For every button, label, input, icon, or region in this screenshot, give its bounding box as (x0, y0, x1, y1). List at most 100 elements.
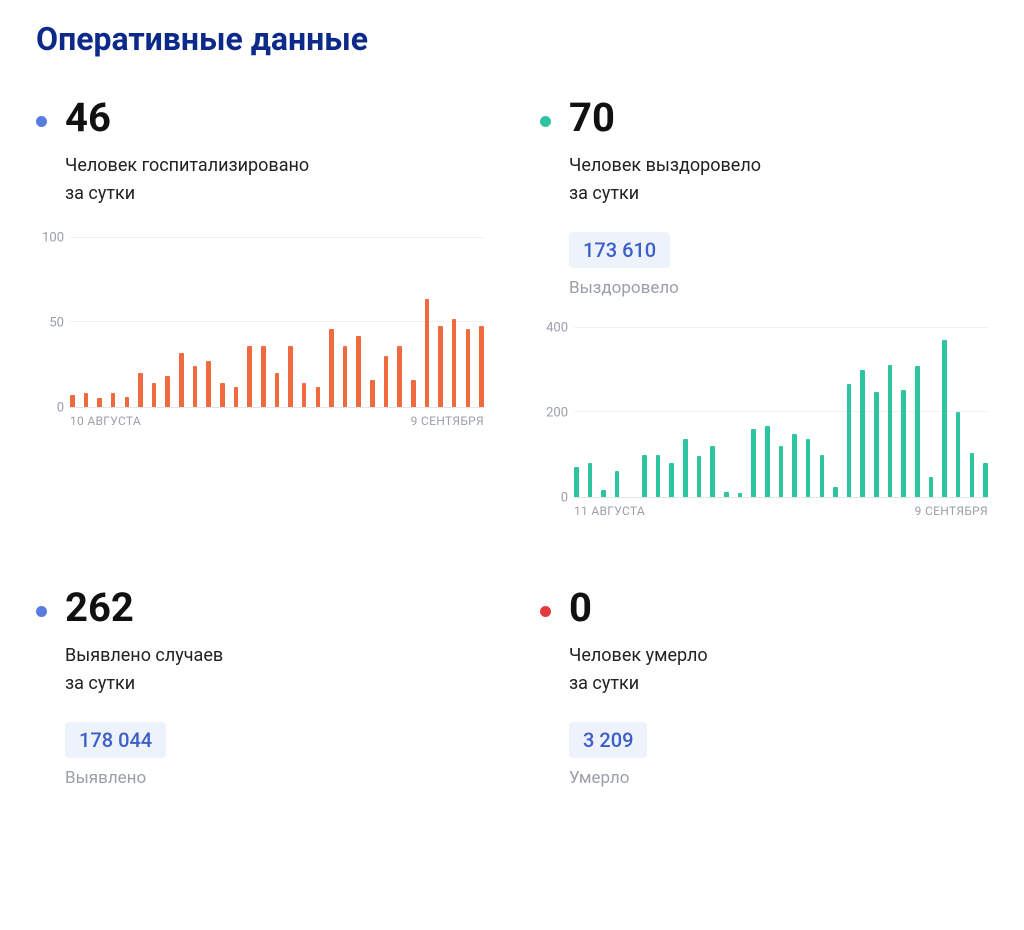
plot-area (574, 328, 988, 498)
stats-grid: 46Человек госпитализированоза сутки05010… (36, 98, 988, 788)
stat-value: 70 (569, 98, 615, 138)
y-tick: 100 (42, 230, 64, 245)
bar (915, 366, 920, 497)
indicator-dot-icon (36, 116, 47, 127)
indicator-dot-icon (540, 606, 551, 617)
bar (97, 398, 102, 406)
bar (179, 353, 184, 407)
y-tick: 0 (57, 400, 64, 415)
stat-label-line2: за сутки (65, 183, 135, 204)
bar (479, 326, 484, 407)
stat-value: 0 (569, 588, 592, 628)
total-chip: 173 610 (569, 232, 670, 268)
x-start: 10 АВГУСТА (70, 414, 141, 428)
total-label: Умерло (569, 768, 988, 788)
stat-hospitalized: 46Человек госпитализированоза сутки05010… (36, 98, 484, 518)
total-chip: 178 044 (65, 722, 166, 758)
bar (724, 492, 729, 497)
bar (288, 346, 293, 407)
bar (956, 412, 961, 497)
y-tick: 400 (546, 320, 568, 335)
bar (833, 487, 838, 497)
bar (710, 446, 715, 497)
bar (438, 326, 443, 407)
bar (397, 346, 402, 407)
total-chip: 3 209 (569, 722, 647, 758)
stat-label-line2: за сутки (569, 183, 639, 204)
bar (860, 370, 865, 497)
stat-header: 46 (36, 98, 484, 138)
stat-label: Выявлено случаев за сутки (65, 642, 484, 698)
x-start: 11 АВГУСТА (574, 504, 645, 518)
stat-deaths: 0 Человек умерлоза сутки 3 209 Умерло (540, 588, 988, 788)
bar (370, 380, 375, 407)
bar (806, 439, 811, 496)
bar (84, 393, 89, 407)
bar (574, 467, 579, 497)
y-tick: 200 (546, 405, 568, 420)
bar (220, 383, 225, 407)
bar (234, 387, 239, 407)
stat-recovered: 70 Человек выздоровело за сутки 173 610 Вызд… (540, 98, 988, 518)
bar (669, 463, 674, 497)
bar (356, 336, 361, 407)
bar (411, 380, 416, 407)
bars (70, 238, 484, 407)
bar (165, 376, 170, 406)
bar (125, 397, 130, 407)
x-axis: 10 АВГУСТА 9 СЕНТЯБРЯ (36, 414, 484, 428)
indicator-dot-icon (36, 606, 47, 617)
stat-label-line2: за сутки (65, 673, 135, 694)
bar (792, 434, 797, 497)
bar (970, 453, 975, 497)
total-label: Выздоровело (569, 278, 988, 298)
bar (779, 446, 784, 497)
bar (751, 429, 756, 497)
page-title: Оперативные данные (36, 20, 988, 58)
bar (247, 346, 252, 407)
bar (275, 373, 280, 407)
stat-cases: 262 Выявлено случаев за сутки 178 044 Выявле… (36, 588, 484, 788)
bar (343, 346, 348, 407)
bar (329, 329, 334, 407)
bar (738, 493, 743, 496)
stat-header: 70 (540, 98, 988, 138)
chart-area: 050100 (36, 238, 484, 408)
y-tick: 0 (561, 490, 568, 505)
bar (111, 393, 116, 407)
stat-header: 0 (540, 588, 988, 628)
total-label: Выявлено (65, 768, 484, 788)
bar (452, 319, 457, 407)
bar (152, 383, 157, 407)
chart-recovered: 020040011 АВГУСТА 9 СЕНТЯБРЯ (540, 328, 988, 518)
x-axis: 11 АВГУСТА 9 СЕНТЯБРЯ (540, 504, 988, 518)
indicator-dot-icon (540, 116, 551, 127)
stat-label-line2: за сутки (569, 673, 639, 694)
stat-label: Человек выздоровело за сутки (569, 152, 988, 208)
bar (588, 463, 593, 497)
plot-area (70, 238, 484, 408)
x-end: 9 СЕНТЯБРЯ (915, 504, 988, 518)
bar (642, 455, 647, 497)
stat-label-line1: Выявлено случаев (65, 645, 223, 666)
bar (820, 455, 825, 497)
y-axis: 0200400 (540, 328, 574, 498)
chart-hospitalized: 050100 10 АВГУСТА 9 СЕНТЯБРЯ (36, 238, 484, 428)
stat-value: 46 (65, 98, 111, 138)
bar (847, 384, 852, 497)
bar (683, 439, 688, 496)
bar (384, 356, 389, 407)
bar (302, 383, 307, 407)
bar (901, 390, 906, 496)
stat-label-line1: Человек выздоровело (569, 155, 761, 176)
stat-header: 262 (36, 588, 484, 628)
y-tick: 50 (49, 315, 64, 330)
bar (874, 392, 879, 497)
stat-label: Человек умерлоза сутки (569, 642, 988, 698)
bar (765, 426, 770, 497)
bar (261, 346, 266, 407)
x-end: 9 СЕНТЯБРЯ (411, 414, 484, 428)
bar (206, 361, 211, 407)
bar (601, 490, 606, 497)
bar (316, 387, 321, 407)
